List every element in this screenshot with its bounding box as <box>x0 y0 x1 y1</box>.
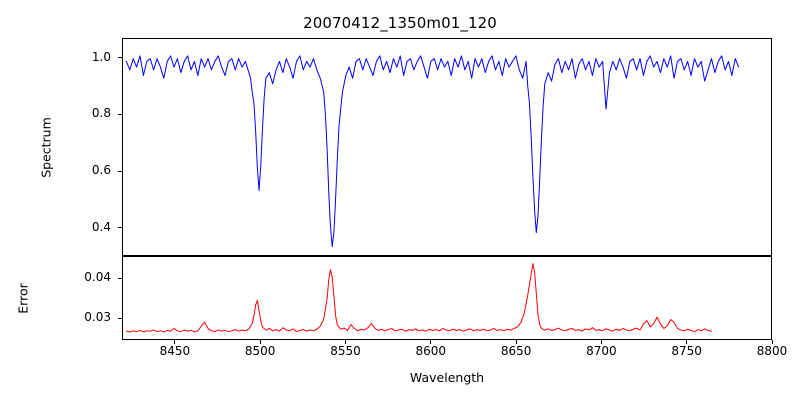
spectrum-y-tick-mark <box>118 227 122 228</box>
spectrum-y-tick-label: 0.8 <box>71 106 111 120</box>
error-y-tick-mark <box>118 278 122 279</box>
error-y-tick-label: 0.04 <box>71 270 111 284</box>
data-line <box>126 56 738 247</box>
figure-title: 20070412_1350m01_120 <box>0 14 800 32</box>
spectrum-y-tick-mark <box>118 171 122 172</box>
x-axis-label: Wavelength <box>122 370 772 385</box>
error-line-chart <box>123 257 771 339</box>
error-plot-panel <box>122 256 772 340</box>
error-y-tick-mark <box>118 318 122 319</box>
spectrum-y-tick-label: 1.0 <box>71 50 111 64</box>
error-y-tick-label: 0.03 <box>71 310 111 324</box>
x-tick-label: 8800 <box>742 344 800 358</box>
x-tick-label: 8500 <box>230 344 290 358</box>
spectrum-y-tick-mark <box>118 114 122 115</box>
spectrum-y-tick-mark <box>118 57 122 58</box>
y-axis-label-spectrum: Spectrum <box>39 88 54 208</box>
spectrum-plot-panel <box>122 38 772 256</box>
x-tick-label: 8700 <box>571 344 631 358</box>
x-tick-label: 8750 <box>657 344 717 358</box>
x-tick-label: 8450 <box>145 344 205 358</box>
spectrum-y-tick-label: 0.6 <box>71 163 111 177</box>
x-tick-label: 8600 <box>401 344 461 358</box>
spectrum-line-chart <box>123 39 771 255</box>
y-axis-label-error: Error <box>16 259 31 339</box>
x-tick-label: 8650 <box>486 344 546 358</box>
spectrum-figure: 20070412_1350m01_120 Spectrum Error Wave… <box>0 0 800 400</box>
spectrum-y-tick-label: 0.4 <box>71 220 111 234</box>
data-line <box>126 264 711 332</box>
x-tick-label: 8550 <box>315 344 375 358</box>
